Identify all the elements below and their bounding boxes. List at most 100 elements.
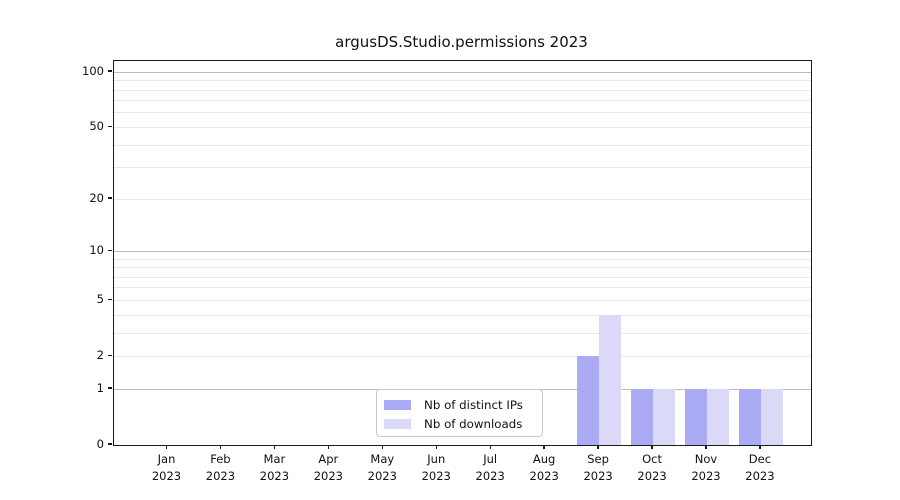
x-tick-label-aug: Aug 2023 xyxy=(512,451,576,484)
x-tick-mark-oct xyxy=(651,445,653,450)
x-tick-month: May xyxy=(370,452,395,466)
bar-downloads-nov xyxy=(707,389,729,445)
x-tick-year: 2023 xyxy=(205,468,236,483)
y-tick-mark-50 xyxy=(108,125,113,128)
minor-gridline-7 xyxy=(114,276,811,278)
bar-downloads-dec xyxy=(760,389,783,445)
bar-distinct-ips-dec xyxy=(738,389,761,445)
minor-gridline-50 xyxy=(114,126,811,128)
x-tick-year: 2023 xyxy=(367,468,397,483)
y-tick-mark-1 xyxy=(108,387,113,389)
x-tick-mark-jul xyxy=(489,445,491,450)
x-tick-label-may: May 2023 xyxy=(350,451,414,484)
x-tick-month: Nov xyxy=(694,452,718,466)
x-tick-mark-apr xyxy=(327,445,330,450)
x-tick-label-jul: Jul 2023 xyxy=(458,451,522,484)
x-tick-month: Jun xyxy=(427,452,446,466)
legend: Nb of distinct IPs Nb of downloads xyxy=(376,389,543,437)
x-tick-month: Dec xyxy=(748,452,772,466)
minor-gridline-4 xyxy=(114,314,811,316)
y-tick-mark-100 xyxy=(108,70,113,72)
x-tick-label-feb: Feb 2023 xyxy=(188,451,252,484)
bar-downloads-oct xyxy=(653,389,676,445)
x-tick-mark-nov xyxy=(705,445,707,450)
x-tick-year: 2023 xyxy=(151,468,182,483)
minor-gridline-70 xyxy=(114,100,811,102)
minor-gridline-2 xyxy=(114,355,811,357)
x-tick-year: 2023 xyxy=(691,468,721,483)
x-tick-mark-sep xyxy=(597,445,599,450)
minor-gridline-40 xyxy=(114,144,811,146)
minor-gridline-90 xyxy=(114,80,811,82)
y-tick-label-50: 50 xyxy=(89,119,104,134)
y-tick-mark-0 xyxy=(108,443,113,445)
minor-gridline-9 xyxy=(114,258,811,260)
x-tick-mark-mar xyxy=(273,445,276,450)
x-tick-month: Jan xyxy=(157,452,176,466)
legend-swatch-downloads xyxy=(384,418,411,429)
x-tick-month: Jul xyxy=(483,452,498,466)
y-tick-mark-10 xyxy=(108,249,113,251)
y-tick-mark-5 xyxy=(108,298,113,300)
x-tick-label-apr: Apr 2023 xyxy=(296,451,360,484)
x-tick-label-jun: Jun 2023 xyxy=(404,451,468,484)
y-tick-label-10: 10 xyxy=(89,243,104,258)
y-tick-label-0: 0 xyxy=(96,437,104,451)
minor-gridline-3 xyxy=(114,332,811,334)
minor-gridline-20 xyxy=(114,198,811,200)
minor-gridline-8 xyxy=(114,267,811,269)
plot-area xyxy=(113,60,812,446)
x-tick-month: Mar xyxy=(263,452,286,466)
x-tick-year: 2023 xyxy=(529,468,559,483)
y-tick-mark-20 xyxy=(108,197,113,199)
x-tick-month: Oct xyxy=(642,452,662,466)
bar-distinct-ips-oct xyxy=(631,389,654,445)
x-tick-year: 2023 xyxy=(259,468,290,483)
x-tick-mark-jun xyxy=(435,445,437,450)
x-tick-mark-dec xyxy=(759,445,761,450)
y-tick-label-1: 1 xyxy=(96,381,104,395)
x-tick-month: Feb xyxy=(210,452,231,466)
y-tick-label-100: 100 xyxy=(82,64,104,79)
x-tick-year: 2023 xyxy=(313,468,343,483)
major-gridline-100 xyxy=(114,71,811,73)
major-gridline-10 xyxy=(114,250,811,252)
x-tick-mark-jan xyxy=(165,445,168,450)
legend-entry-downloads: Nb of downloads xyxy=(384,414,542,433)
x-tick-month: Apr xyxy=(318,452,339,466)
minor-gridline-30 xyxy=(114,167,811,169)
minor-gridline-6 xyxy=(114,287,811,289)
x-tick-year: 2023 xyxy=(475,468,505,483)
bar-downloads-sep xyxy=(599,315,622,445)
x-tick-month: Aug xyxy=(532,452,556,466)
x-tick-year: 2023 xyxy=(583,468,613,483)
legend-swatch-distinct-ips xyxy=(384,399,411,410)
x-tick-label-mar: Mar 2023 xyxy=(242,451,306,484)
y-tick-label-5: 5 xyxy=(96,292,104,307)
x-tick-mark-aug xyxy=(543,445,545,450)
x-tick-label-dec: Dec 2023 xyxy=(728,451,792,484)
chart-title: argusDS.Studio.permissions 2023 xyxy=(335,33,588,51)
x-tick-year: 2023 xyxy=(421,468,451,483)
x-tick-mark-may xyxy=(381,445,383,450)
y-tick-label-20: 20 xyxy=(89,191,104,206)
x-tick-label-sep: Sep 2023 xyxy=(566,451,630,484)
y-tick-label-2: 2 xyxy=(96,348,104,363)
x-tick-month: Sep xyxy=(587,452,609,466)
bar-distinct-ips-nov xyxy=(685,389,707,445)
x-tick-year: 2023 xyxy=(745,468,775,483)
minor-gridline-5 xyxy=(114,299,811,301)
minor-gridline-80 xyxy=(114,89,811,91)
x-tick-label-nov: Nov 2023 xyxy=(674,451,738,484)
minor-gridline-60 xyxy=(114,112,811,114)
bar-distinct-ips-sep xyxy=(577,356,600,445)
legend-label-downloads: Nb of downloads xyxy=(424,416,523,431)
x-tick-year: 2023 xyxy=(637,468,667,483)
x-tick-mark-feb xyxy=(219,445,222,450)
legend-entry-distinct-ips: Nb of distinct IPs xyxy=(384,395,542,414)
y-tick-mark-2 xyxy=(108,354,113,356)
x-tick-label-jan: Jan 2023 xyxy=(135,451,199,484)
x-tick-label-oct: Oct 2023 xyxy=(620,451,684,484)
legend-label-distinct-ips: Nb of distinct IPs xyxy=(424,397,523,412)
